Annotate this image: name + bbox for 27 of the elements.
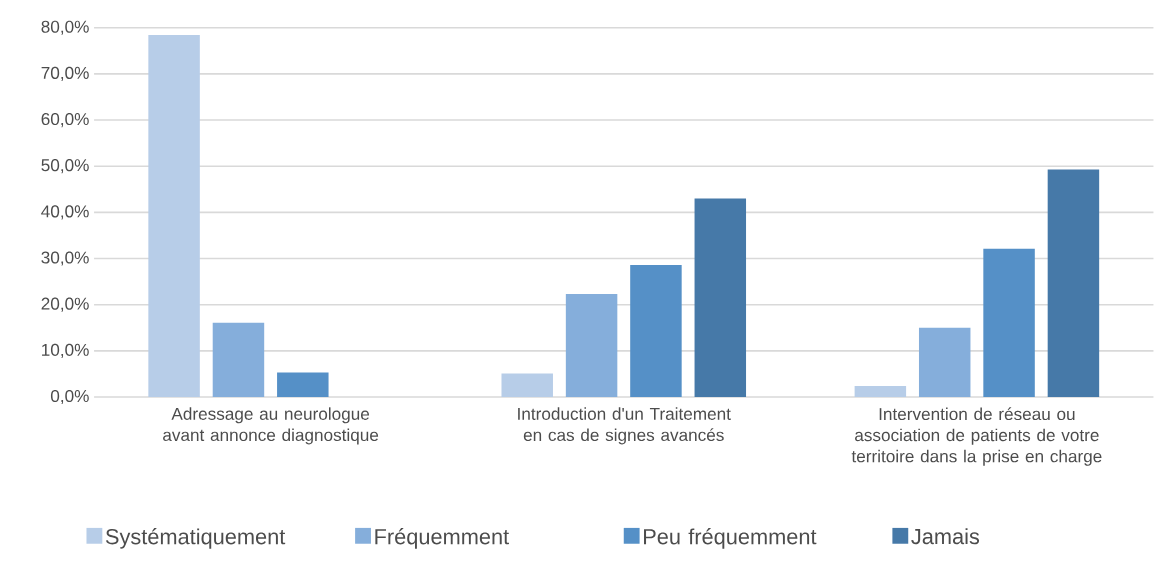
x-tick-label: Introduction d'un Traitement en cas de signes avancés (518, 407, 731, 445)
bar (501, 373, 553, 397)
bar (983, 248, 1035, 397)
bar (854, 385, 907, 397)
y-tick-label: 70,0% (41, 66, 89, 81)
legend-label: Fréquemment (375, 527, 510, 549)
bar (1047, 169, 1100, 397)
legend-label: Jamais (911, 528, 980, 545)
bar (277, 372, 329, 397)
x-tick-label: Intervention de réseau ou association de patients de votre territoire dans la prise en charge (851, 407, 1102, 466)
bar (565, 293, 618, 397)
y-tick-label: 40,0% (41, 205, 89, 220)
y-tick-label: 60,0% (41, 112, 89, 127)
y-tick-label: 10,0% (42, 343, 89, 358)
y-tick-label: 0,0% (50, 389, 89, 404)
legend-label: Peu fréquemment (644, 527, 817, 549)
bar (148, 34, 200, 397)
bar (918, 327, 971, 397)
x-tick-label: Adressage au neurologue avant annonce diagnostique (163, 407, 379, 445)
bar (630, 264, 682, 397)
bar (694, 198, 747, 397)
legend-label: Systématiquement (105, 527, 286, 549)
y-tick-label: 50,0% (41, 158, 89, 174)
y-tick-label: 80,0% (41, 20, 89, 35)
y-tick-label: 30,0% (41, 251, 89, 266)
y-tick-label: 20,0% (41, 297, 89, 312)
bar (212, 322, 265, 397)
